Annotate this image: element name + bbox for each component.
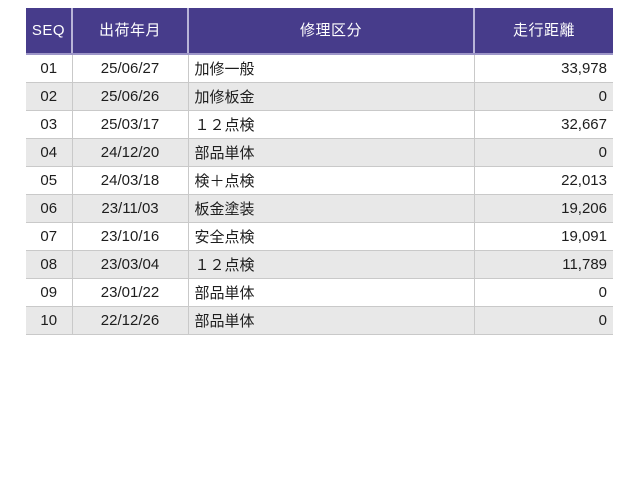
table-row[interactable]: 09 23/01/22 部品単体 0 (26, 278, 613, 307)
cell-seq: 01 (26, 54, 73, 83)
cell-repair-type: 安全点検 (188, 222, 475, 251)
table-row[interactable]: 10 22/12/26 部品単体 0 (26, 306, 613, 335)
table-row[interactable]: 07 23/10/16 安全点検 19,091 (26, 222, 613, 251)
cell-seq: 07 (26, 222, 73, 251)
cell-mileage: 19,206 (474, 194, 613, 223)
cell-seq: 06 (26, 194, 73, 223)
cell-repair-type: 検＋点検 (188, 166, 475, 195)
table-row[interactable]: 01 25/06/27 加修一般 33,978 (26, 54, 613, 83)
repair-history-table: SEQ 出荷年月 修理区分 走行距離 01 25/06/27 加修一般 33,9… (26, 8, 613, 335)
cell-ship-date: 23/11/03 (72, 194, 189, 223)
cell-mileage: 0 (474, 138, 613, 167)
cell-mileage: 0 (474, 278, 613, 307)
cell-mileage: 11,789 (474, 250, 613, 279)
cell-seq: 02 (26, 82, 73, 111)
cell-repair-type: 板金塗装 (188, 194, 475, 223)
cell-seq: 04 (26, 138, 73, 167)
table-row[interactable]: 06 23/11/03 板金塗装 19,206 (26, 194, 613, 223)
cell-ship-date: 24/12/20 (72, 138, 189, 167)
table-header: SEQ 出荷年月 修理区分 走行距離 (26, 8, 613, 55)
cell-ship-date: 23/10/16 (72, 222, 189, 251)
cell-ship-date: 25/03/17 (72, 110, 189, 139)
table-header-row: SEQ 出荷年月 修理区分 走行距離 (26, 8, 613, 55)
cell-ship-date: 23/01/22 (72, 278, 189, 307)
table-row[interactable]: 04 24/12/20 部品単体 0 (26, 138, 613, 167)
cell-seq: 10 (26, 306, 73, 335)
cell-ship-date: 24/03/18 (72, 166, 189, 195)
cell-repair-type: 部品単体 (188, 306, 475, 335)
table-row[interactable]: 05 24/03/18 検＋点検 22,013 (26, 166, 613, 195)
table-body: 01 25/06/27 加修一般 33,978 02 25/06/26 加修板金… (26, 54, 613, 335)
cell-mileage: 32,667 (474, 110, 613, 139)
cell-mileage: 33,978 (474, 54, 613, 83)
cell-seq: 03 (26, 110, 73, 139)
cell-repair-type: 加修板金 (188, 82, 475, 111)
table-row[interactable]: 02 25/06/26 加修板金 0 (26, 82, 613, 111)
column-header-mileage[interactable]: 走行距離 (474, 8, 613, 55)
table-row[interactable]: 08 23/03/04 １２点検 11,789 (26, 250, 613, 279)
cell-seq: 08 (26, 250, 73, 279)
cell-repair-type: 部品単体 (188, 278, 475, 307)
repair-history-table-container: SEQ 出荷年月 修理区分 走行距離 01 25/06/27 加修一般 33,9… (26, 8, 613, 335)
cell-mileage: 19,091 (474, 222, 613, 251)
cell-ship-date: 23/03/04 (72, 250, 189, 279)
column-header-repair-type[interactable]: 修理区分 (188, 8, 475, 55)
cell-ship-date: 22/12/26 (72, 306, 189, 335)
cell-mileage: 22,013 (474, 166, 613, 195)
cell-repair-type: １２点検 (188, 250, 475, 279)
cell-ship-date: 25/06/27 (72, 54, 189, 83)
cell-mileage: 0 (474, 82, 613, 111)
cell-seq: 09 (26, 278, 73, 307)
cell-ship-date: 25/06/26 (72, 82, 189, 111)
table-row[interactable]: 03 25/03/17 １２点検 32,667 (26, 110, 613, 139)
cell-mileage: 0 (474, 306, 613, 335)
cell-repair-type: 加修一般 (188, 54, 475, 83)
column-header-seq[interactable]: SEQ (26, 8, 73, 55)
column-header-ship-date[interactable]: 出荷年月 (72, 8, 189, 55)
cell-seq: 05 (26, 166, 73, 195)
cell-repair-type: １２点検 (188, 110, 475, 139)
cell-repair-type: 部品単体 (188, 138, 475, 167)
